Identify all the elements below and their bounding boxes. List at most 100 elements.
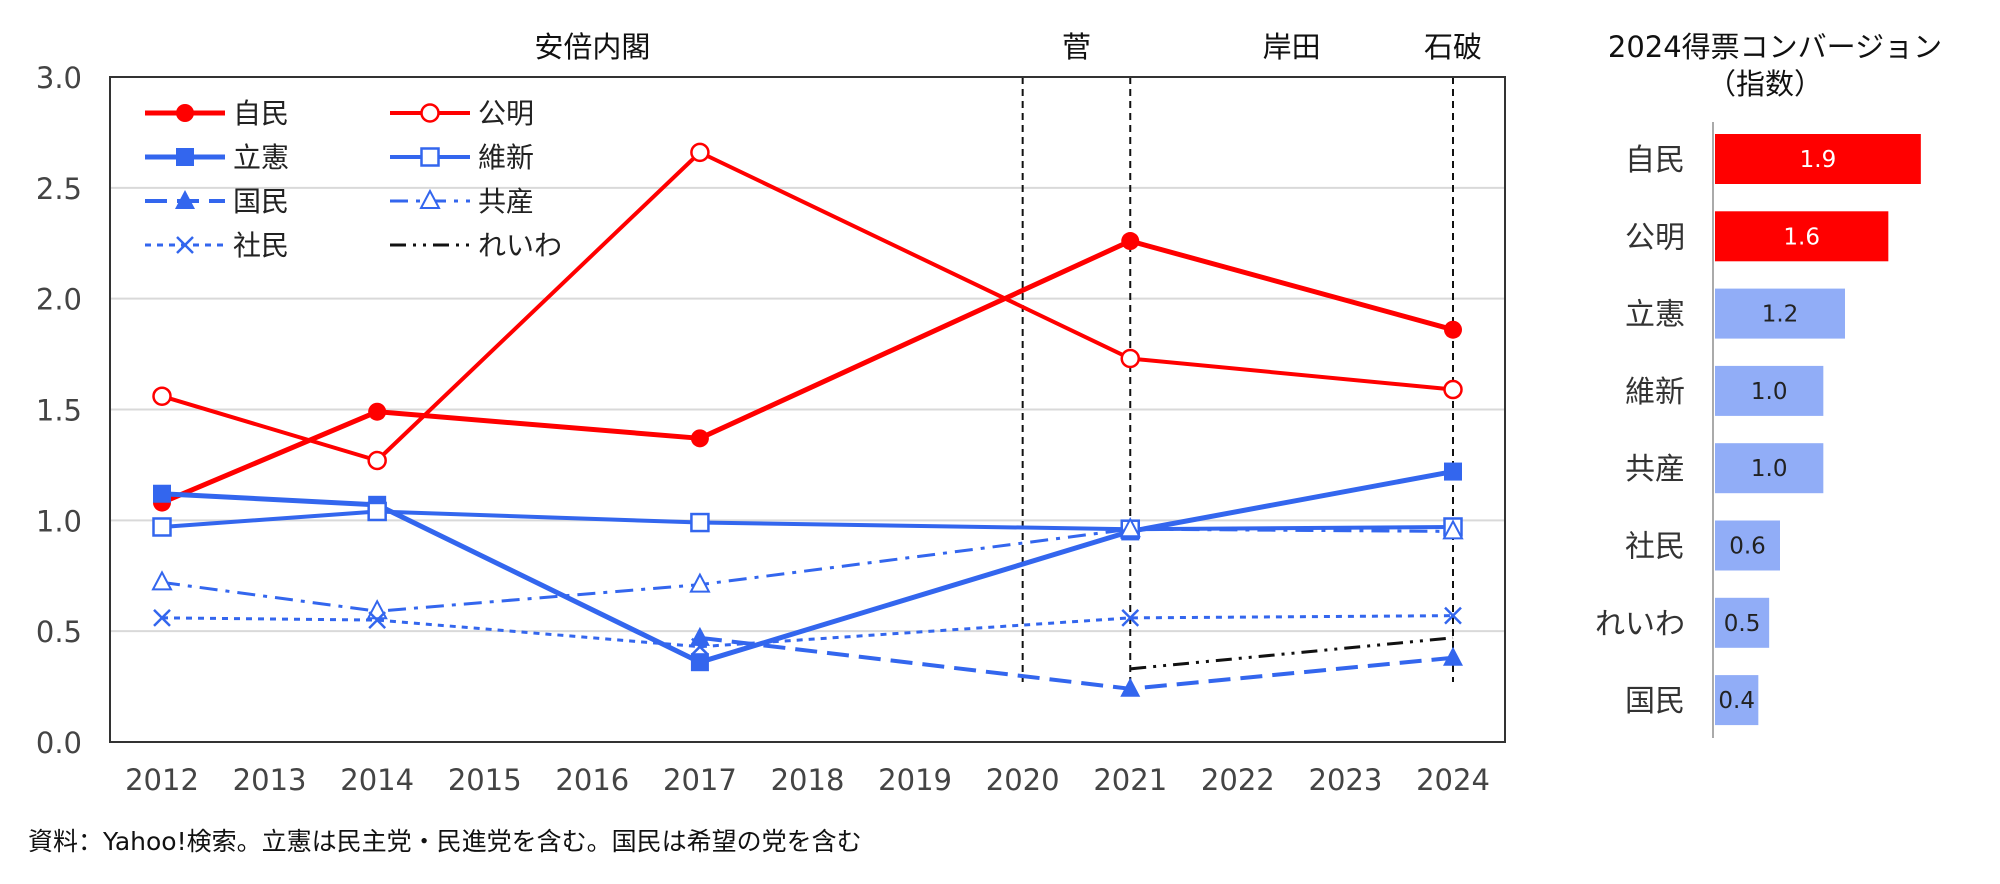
marker bbox=[366, 599, 388, 620]
bar-value-label: 1.6 bbox=[1783, 224, 1820, 250]
source-note: 資料：Yahoo!検索。立憲は民主党・民進党を含む。国民は希望の党を含む bbox=[28, 827, 862, 856]
series-維新 bbox=[152, 501, 1463, 539]
marker bbox=[152, 386, 172, 406]
marker bbox=[1120, 348, 1140, 369]
y-tick-label: 1.5 bbox=[36, 394, 82, 428]
series-国民 bbox=[689, 626, 1463, 697]
bar-category-label: 自民 bbox=[1625, 143, 1685, 178]
y-tick-label: 0.5 bbox=[36, 615, 82, 649]
marker bbox=[690, 512, 710, 533]
bars: 自民 1.9 公明 1.6 立憲 1.2 維新 1.0 共産 1.0 社民 0.6 れいわ 0.5 国民 0.… bbox=[1595, 134, 1921, 726]
marker bbox=[689, 572, 711, 593]
series-社民 bbox=[153, 606, 1462, 656]
y-tick-label: 1.0 bbox=[36, 504, 82, 538]
series-line bbox=[161, 469, 1454, 665]
series-lines bbox=[151, 142, 1464, 697]
bar bbox=[1715, 597, 1770, 648]
marker bbox=[420, 103, 440, 123]
marker bbox=[152, 517, 172, 537]
marker bbox=[153, 484, 171, 503]
x-tick-label: 2015 bbox=[448, 763, 522, 797]
bar bbox=[1715, 520, 1780, 571]
bar-value-label: 0.5 bbox=[1724, 611, 1761, 637]
marker bbox=[176, 104, 194, 122]
marker bbox=[176, 236, 194, 254]
bar bbox=[1715, 365, 1824, 416]
bar-chart-title: 2024得票コンバージョン bbox=[1608, 30, 1942, 64]
era-label: 安倍内閣 bbox=[534, 30, 650, 64]
legend-label: 立憲 bbox=[233, 141, 289, 174]
x-tick-label: 2019 bbox=[878, 763, 952, 797]
x-tick-label: 2021 bbox=[1093, 763, 1167, 797]
marker bbox=[367, 501, 387, 522]
marker bbox=[175, 190, 195, 209]
marker bbox=[1444, 606, 1462, 625]
marker bbox=[151, 570, 173, 591]
bar-value-label: 0.6 bbox=[1729, 534, 1766, 560]
bar-category-label: 社民 bbox=[1625, 530, 1685, 565]
bar bbox=[1715, 134, 1921, 184]
bar-chart-subtitle: （指数） bbox=[1707, 67, 1823, 101]
era-label: 菅 bbox=[1062, 30, 1091, 64]
marker bbox=[1443, 646, 1463, 666]
marker bbox=[419, 188, 441, 209]
legend-item: 社民 bbox=[145, 229, 289, 262]
marker bbox=[1121, 608, 1140, 627]
legend-item: 維新 bbox=[390, 141, 534, 174]
era-labels: 安倍内閣 菅 岸田 石破 bbox=[534, 30, 1482, 64]
bar-chart: 2024得票コンバージョン （指数） 自民 1.9 公明 1.6 立憲 1.2 維新 1.0 共… bbox=[1595, 30, 1942, 738]
era-dividers bbox=[1021, 77, 1454, 682]
legend-item: 国民 bbox=[145, 185, 289, 218]
marker bbox=[368, 402, 387, 421]
bar-value-label: 1.0 bbox=[1751, 379, 1788, 405]
bar bbox=[1715, 288, 1845, 339]
x-tick-label: 2016 bbox=[555, 763, 629, 797]
marker bbox=[1120, 677, 1141, 697]
marker bbox=[1444, 320, 1462, 339]
bar-category-label: 維新 bbox=[1625, 375, 1685, 410]
line-chart: 0.00.51.01.52.02.53.0 2012 2013 2014 2015 20… bbox=[36, 30, 1506, 797]
marker bbox=[368, 611, 387, 629]
legend-label: 共産 bbox=[478, 185, 534, 218]
x-tick-label: 2012 bbox=[125, 763, 199, 797]
bar-category-label: 立憲 bbox=[1625, 298, 1685, 333]
marker bbox=[691, 637, 709, 656]
legend-item: 自民 bbox=[145, 97, 289, 130]
legend-label: 社民 bbox=[233, 229, 289, 262]
y-tick-label: 0.0 bbox=[36, 726, 82, 760]
series-立憲 bbox=[153, 462, 1462, 672]
marker bbox=[1444, 462, 1462, 481]
legend-item: れいわ bbox=[390, 229, 562, 262]
y-tick-label: 2.0 bbox=[36, 283, 82, 317]
legend-item: 公明 bbox=[390, 97, 534, 130]
bar-value-label: 1.9 bbox=[1800, 147, 1837, 173]
bar-category-label: れいわ bbox=[1595, 607, 1685, 642]
x-tick-label: 2022 bbox=[1201, 763, 1275, 797]
x-tick-label: 2013 bbox=[233, 763, 307, 797]
series-line bbox=[161, 150, 1454, 463]
x-tick-label: 2018 bbox=[771, 763, 845, 797]
legend-label: 自民 bbox=[233, 97, 289, 130]
bar-category-label: 公明 bbox=[1625, 220, 1685, 255]
gridlines bbox=[110, 76, 1505, 743]
bar bbox=[1715, 443, 1824, 494]
y-tick-label: 2.5 bbox=[36, 172, 82, 206]
series-line bbox=[699, 635, 1454, 691]
y-tick-label: 3.0 bbox=[36, 61, 82, 95]
marker bbox=[689, 626, 710, 646]
legend-label: 国民 bbox=[233, 185, 289, 218]
bar-value-label: 1.0 bbox=[1751, 456, 1788, 482]
era-label: 岸田 bbox=[1263, 30, 1321, 64]
marker bbox=[420, 147, 440, 167]
legend-label: 維新 bbox=[478, 141, 534, 174]
marker bbox=[176, 148, 194, 166]
marker bbox=[153, 608, 171, 627]
x-axis: 2012 2013 2014 2015 2016 2017 2018 2019 2020 2021… bbox=[125, 763, 1490, 797]
marker bbox=[1121, 232, 1140, 251]
era-label: 石破 bbox=[1424, 30, 1482, 64]
series-line bbox=[161, 527, 1454, 613]
marker bbox=[367, 450, 387, 471]
bar bbox=[1715, 675, 1759, 726]
bar-value-label: 0.4 bbox=[1718, 688, 1755, 714]
y-axis: 0.0 0.5 1.0 1.5 2.0 2.5 3.0 bbox=[36, 61, 82, 760]
